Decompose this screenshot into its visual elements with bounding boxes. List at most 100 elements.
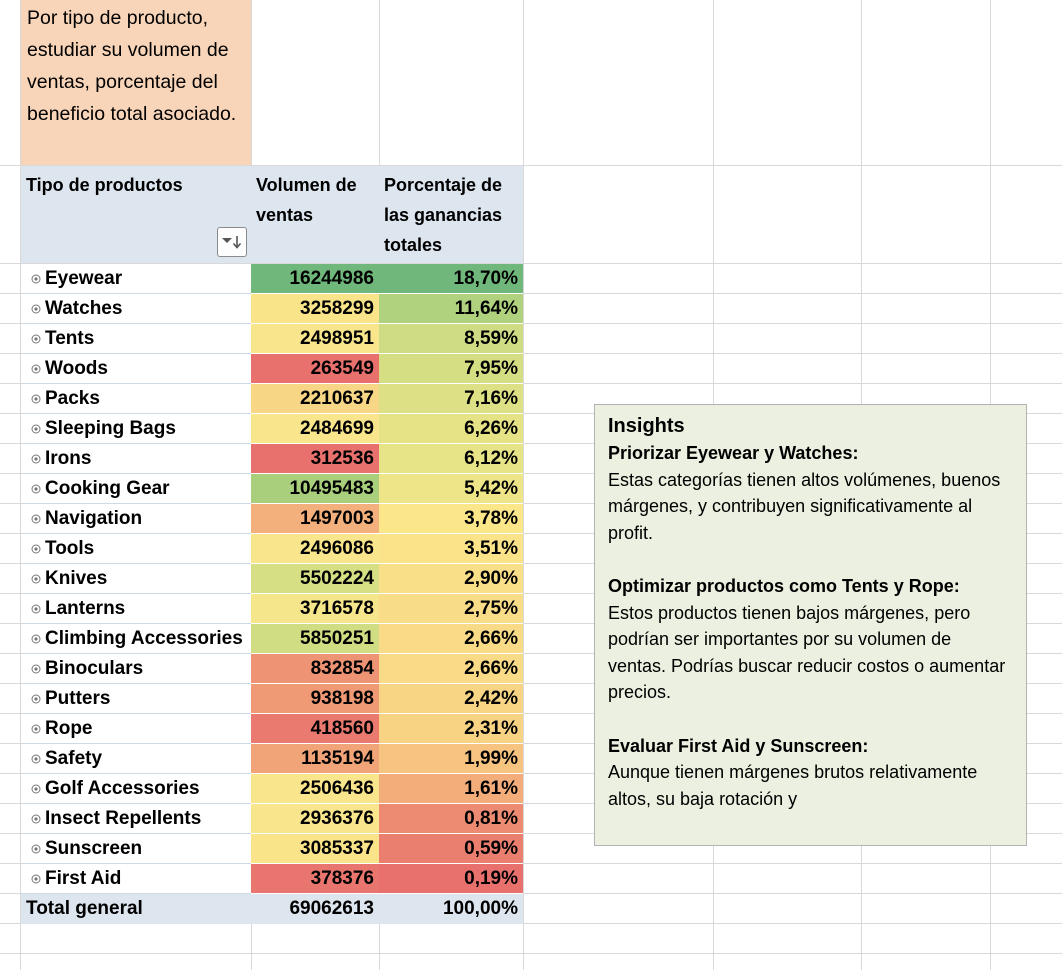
sales-volume-cell[interactable]: 2484699 <box>251 414 379 444</box>
profit-percent-cell[interactable]: 11,64% <box>379 294 523 324</box>
expand-circle-icon[interactable] <box>31 384 41 414</box>
product-name-cell[interactable]: Climbing Accessories <box>21 624 251 654</box>
product-name-cell[interactable]: Tools <box>21 534 251 564</box>
table-row[interactable]: Safety 1135194 1,99% <box>21 744 523 774</box>
product-name-cell[interactable]: Sleeping Bags <box>21 414 251 444</box>
table-row[interactable]: Lanterns 3716578 2,75% <box>21 594 523 624</box>
sort-filter-button[interactable] <box>217 227 247 257</box>
product-name-cell[interactable]: Sunscreen <box>21 834 251 864</box>
profit-percent-cell[interactable]: 6,12% <box>379 444 523 474</box>
sales-volume-cell[interactable]: 2498951 <box>251 324 379 354</box>
product-name-cell[interactable]: Tents <box>21 324 251 354</box>
profit-percent-cell[interactable]: 8,59% <box>379 324 523 354</box>
profit-percent-cell[interactable]: 0,81% <box>379 804 523 834</box>
header-product-type[interactable]: Tipo de productos <box>21 166 251 263</box>
table-row[interactable]: Sunscreen 3085337 0,59% <box>21 834 523 864</box>
table-row[interactable]: Woods 263549 7,95% <box>21 354 523 384</box>
profit-percent-cell[interactable]: 18,70% <box>379 264 523 294</box>
profit-percent-cell[interactable]: 5,42% <box>379 474 523 504</box>
sales-volume-cell[interactable]: 263549 <box>251 354 379 384</box>
expand-circle-icon[interactable] <box>31 714 41 744</box>
profit-percent-cell[interactable]: 3,51% <box>379 534 523 564</box>
expand-circle-icon[interactable] <box>31 294 41 324</box>
sales-volume-cell[interactable]: 5850251 <box>251 624 379 654</box>
profit-percent-cell[interactable]: 6,26% <box>379 414 523 444</box>
table-row[interactable]: Putters 938198 2,42% <box>21 684 523 714</box>
profit-percent-cell[interactable]: 0,19% <box>379 864 523 894</box>
table-row[interactable]: Insect Repellents 2936376 0,81% <box>21 804 523 834</box>
product-name-cell[interactable]: Packs <box>21 384 251 414</box>
table-row[interactable]: Cooking Gear 10495483 5,42% <box>21 474 523 504</box>
profit-percent-cell[interactable]: 7,95% <box>379 354 523 384</box>
profit-percent-cell[interactable]: 2,31% <box>379 714 523 744</box>
profit-percent-cell[interactable]: 2,42% <box>379 684 523 714</box>
expand-circle-icon[interactable] <box>31 774 41 804</box>
sales-volume-cell[interactable]: 3716578 <box>251 594 379 624</box>
expand-circle-icon[interactable] <box>31 534 41 564</box>
table-row[interactable]: Watches 3258299 11,64% <box>21 294 523 324</box>
sales-volume-cell[interactable]: 312536 <box>251 444 379 474</box>
product-name-cell[interactable]: Safety <box>21 744 251 774</box>
table-row[interactable]: Knives 5502224 2,90% <box>21 564 523 594</box>
profit-percent-cell[interactable]: 1,99% <box>379 744 523 774</box>
product-name-cell[interactable]: Watches <box>21 294 251 324</box>
expand-circle-icon[interactable] <box>31 354 41 384</box>
sales-volume-cell[interactable]: 3258299 <box>251 294 379 324</box>
total-row[interactable]: Total general 69062613 100,00% <box>21 894 523 924</box>
sales-volume-cell[interactable]: 16244986 <box>251 264 379 294</box>
sales-volume-cell[interactable]: 1135194 <box>251 744 379 774</box>
header-sales-volume[interactable]: Volumen de ventas <box>251 166 379 263</box>
expand-circle-icon[interactable] <box>31 474 41 504</box>
table-row[interactable]: Packs 2210637 7,16% <box>21 384 523 414</box>
table-row[interactable]: Tools 2496086 3,51% <box>21 534 523 564</box>
profit-percent-cell[interactable]: 2,66% <box>379 624 523 654</box>
sales-volume-cell[interactable]: 418560 <box>251 714 379 744</box>
table-row[interactable]: Sleeping Bags 2484699 6,26% <box>21 414 523 444</box>
profit-percent-cell[interactable]: 3,78% <box>379 504 523 534</box>
table-row[interactable]: Binoculars 832854 2,66% <box>21 654 523 684</box>
profit-percent-cell[interactable]: 2,75% <box>379 594 523 624</box>
table-row[interactable]: Irons 312536 6,12% <box>21 444 523 474</box>
sales-volume-cell[interactable]: 2210637 <box>251 384 379 414</box>
product-name-cell[interactable]: Lanterns <box>21 594 251 624</box>
sales-volume-cell[interactable]: 938198 <box>251 684 379 714</box>
sales-volume-cell[interactable]: 2936376 <box>251 804 379 834</box>
expand-circle-icon[interactable] <box>31 684 41 714</box>
product-name-cell[interactable]: Woods <box>21 354 251 384</box>
expand-circle-icon[interactable] <box>31 864 41 894</box>
sales-volume-cell[interactable]: 832854 <box>251 654 379 684</box>
expand-circle-icon[interactable] <box>31 564 41 594</box>
expand-circle-icon[interactable] <box>31 264 41 294</box>
table-row[interactable]: Golf Accessories 2506436 1,61% <box>21 774 523 804</box>
sales-volume-cell[interactable]: 3085337 <box>251 834 379 864</box>
table-row[interactable]: Rope 418560 2,31% <box>21 714 523 744</box>
product-name-cell[interactable]: Eyewear <box>21 264 251 294</box>
profit-percent-cell[interactable]: 2,66% <box>379 654 523 684</box>
expand-circle-icon[interactable] <box>31 624 41 654</box>
sales-volume-cell[interactable]: 10495483 <box>251 474 379 504</box>
profit-percent-cell[interactable]: 1,61% <box>379 774 523 804</box>
profit-percent-cell[interactable]: 7,16% <box>379 384 523 414</box>
expand-circle-icon[interactable] <box>31 744 41 774</box>
product-name-cell[interactable]: Putters <box>21 684 251 714</box>
expand-circle-icon[interactable] <box>31 594 41 624</box>
product-name-cell[interactable]: Golf Accessories <box>21 774 251 804</box>
expand-circle-icon[interactable] <box>31 444 41 474</box>
sales-volume-cell[interactable]: 378376 <box>251 864 379 894</box>
product-name-cell[interactable]: Cooking Gear <box>21 474 251 504</box>
product-name-cell[interactable]: Knives <box>21 564 251 594</box>
table-row[interactable]: Climbing Accessories 5850251 2,66% <box>21 624 523 654</box>
instruction-note-cell[interactable]: Por tipo de producto, estudiar su volume… <box>21 0 251 165</box>
expand-circle-icon[interactable] <box>31 804 41 834</box>
expand-circle-icon[interactable] <box>31 654 41 684</box>
product-name-cell[interactable]: Binoculars <box>21 654 251 684</box>
expand-circle-icon[interactable] <box>31 504 41 534</box>
expand-circle-icon[interactable] <box>31 414 41 444</box>
profit-percent-cell[interactable]: 0,59% <box>379 834 523 864</box>
table-row[interactable]: Navigation 1497003 3,78% <box>21 504 523 534</box>
header-profit-percent[interactable]: Porcentaje de las ganancias totales <box>379 166 523 263</box>
insights-text-box[interactable]: Insights Priorizar Eyewear y Watches: Es… <box>594 404 1027 846</box>
profit-percent-cell[interactable]: 2,90% <box>379 564 523 594</box>
product-name-cell[interactable]: First Aid <box>21 864 251 894</box>
table-row[interactable]: Tents 2498951 8,59% <box>21 324 523 354</box>
